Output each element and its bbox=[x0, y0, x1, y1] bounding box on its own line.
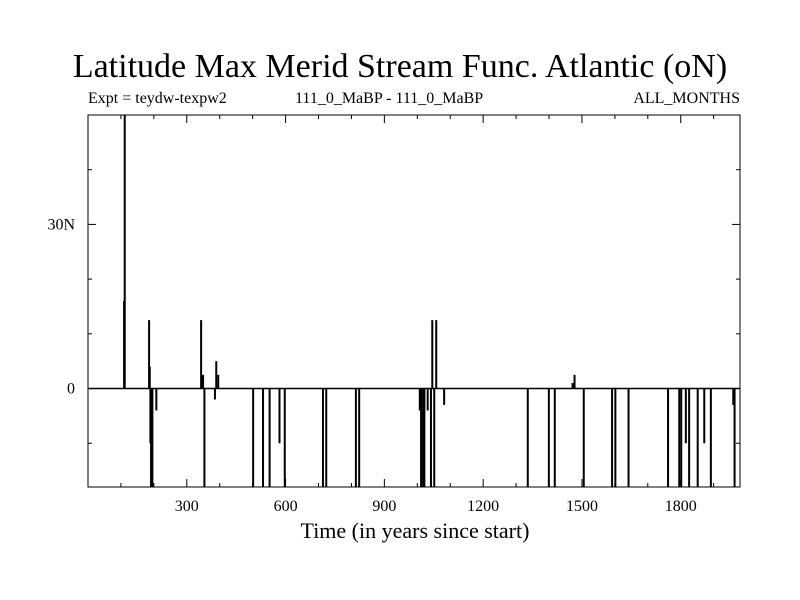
plot-frame bbox=[87, 114, 741, 488]
period-label: 111_0_MaBP - 111_0_MaBP bbox=[295, 90, 484, 107]
x-axis-label: Time (in years since start) bbox=[300, 518, 530, 543]
y-tick-label: 0 bbox=[67, 381, 75, 398]
x-tick-label: 300 bbox=[175, 498, 199, 515]
x-tick-label: 1800 bbox=[665, 498, 697, 515]
experiment-label: Expt = teydw-texpw2 bbox=[88, 90, 227, 107]
chart-title: Latitude Max Merid Stream Func. Atlantic… bbox=[72, 48, 728, 85]
x-tick-label: 1200 bbox=[467, 498, 499, 515]
x-tick-label: 600 bbox=[274, 498, 298, 515]
months-label: ALL_MONTHS bbox=[633, 90, 740, 107]
data-bars bbox=[88, 115, 740, 487]
x-tick-label: 900 bbox=[372, 498, 396, 515]
x-tick-label: 1500 bbox=[566, 498, 598, 515]
axis-ticks bbox=[88, 114, 740, 487]
tick-labels: 300 600 900 1200 1500 1800 0 30N bbox=[47, 216, 696, 515]
y-tick-label: 30N bbox=[47, 216, 75, 233]
